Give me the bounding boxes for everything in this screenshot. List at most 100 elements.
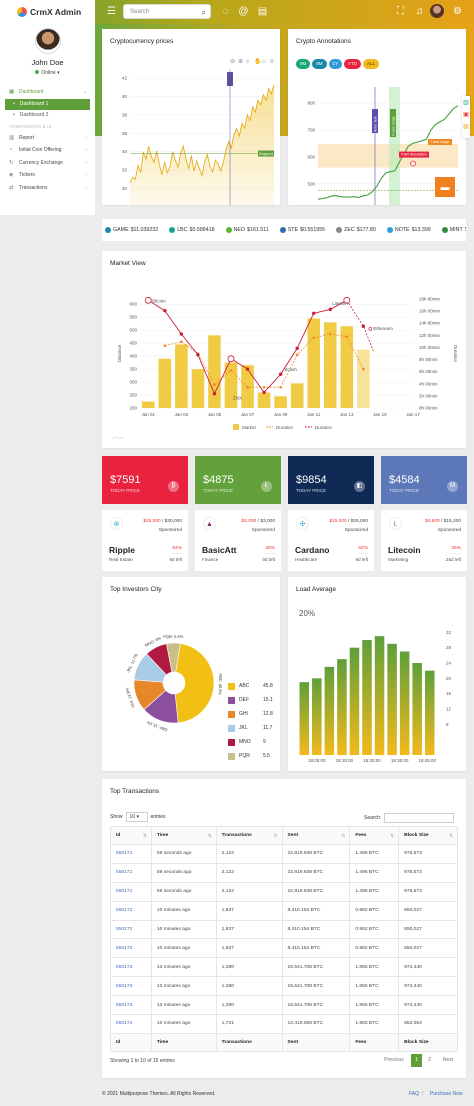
ticker-item[interactable]: GAME $11.039232: [105, 227, 158, 233]
chat-icon[interactable]: ◌: [222, 6, 229, 17]
table-cell[interactable]: 550173: [110, 976, 152, 997]
column-header[interactable]: Sent ⇅: [281, 826, 351, 845]
pagination-page-2[interactable]: 2: [428, 1057, 431, 1063]
table-row[interactable]: 550173 13 minutes ago 1,280 15,541.708 BTC 1…: [110, 976, 458, 997]
sidebar-subitem[interactable]: • Dashboard 2: [5, 110, 90, 121]
fullscreen-icon[interactable]: ⛶: [397, 6, 404, 17]
table-search-input[interactable]: [384, 813, 455, 823]
column-header[interactable]: Fees: [349, 1032, 400, 1052]
range-tab[interactable]: YTD: [344, 59, 362, 69]
sort-icon[interactable]: ⇅: [273, 834, 278, 839]
pagination-page-1[interactable]: 1: [411, 1054, 422, 1067]
table-row[interactable]: 550173 13 minutes ago 1,280 15,541.708 BTC 1…: [110, 957, 458, 978]
column-header[interactable]: Transactions ⇅: [215, 826, 283, 845]
table-cell[interactable]: 550171: [110, 844, 152, 864]
user-avatar[interactable]: [430, 4, 444, 18]
raised-value: $2,000: [241, 519, 257, 524]
table-cell[interactable]: 550173: [110, 995, 152, 1016]
profile-avatar[interactable]: [34, 28, 61, 54]
market-bar: [191, 369, 205, 408]
sort-icon[interactable]: ⇅: [142, 834, 147, 839]
ticker-item[interactable]: LBC $0.588418: [169, 227, 215, 233]
clipboard-icon[interactable]: ▤: [257, 6, 268, 17]
settings-gear-icon[interactable]: ⚙: [453, 6, 462, 17]
search-icon[interactable]: ⌕: [201, 8, 206, 17]
table-row[interactable]: 550171 59 seconds ago 2,122 22,819.638 BTC 1…: [110, 881, 458, 902]
table-row[interactable]: 550171 59 seconds ago 2,122 22,819.638 BTC 1…: [110, 862, 458, 883]
coin-icon: [169, 227, 176, 233]
table-row[interactable]: 550172 10 minutes ago 1,837 8,410.154 BTC 0.…: [110, 938, 458, 959]
pagination-next[interactable]: Next: [442, 1057, 454, 1063]
column-header[interactable]: Block Size: [398, 1032, 458, 1052]
column-header-label: Time: [156, 833, 169, 838]
table-row[interactable]: 550172 10 minutes ago 1,837 8,410.154 BTC 0.…: [110, 919, 458, 940]
sidebar-item[interactable]: ◈ Tickers ›: [0, 169, 95, 182]
entries-select[interactable]: 10 ▾: [125, 812, 148, 822]
sidebar-item[interactable]: ▥ Report ›: [0, 132, 95, 145]
market-bar: [175, 344, 188, 408]
ticker-item[interactable]: NEO $161.511: [225, 227, 269, 233]
toolbar-image-icon[interactable]: ▣: [463, 112, 469, 118]
ticker-item[interactable]: STE $0.551955: [279, 227, 325, 233]
table-cell: 850,027: [398, 919, 458, 940]
ticker-item[interactable]: ZEC $177.80: [336, 227, 376, 233]
column-header[interactable]: Fees ⇅: [349, 826, 400, 845]
sort-icon[interactable]: ⇅: [390, 834, 395, 839]
column-header[interactable]: Time: [150, 1032, 217, 1052]
sort-icon[interactable]: ⇅: [448, 834, 453, 839]
online-status[interactable]: Online ▾: [0, 70, 95, 76]
legend-label: Duration: [276, 425, 294, 430]
floating-toolbar: ▥ ▣ ▤: [462, 96, 470, 138]
range-tab[interactable]: ALL: [363, 59, 380, 69]
column-header[interactable]: Id: [110, 1032, 152, 1052]
table-row[interactable]: 550172 10 minutes ago 1,837 8,410.154 BTC 0.…: [110, 900, 458, 921]
toolbar-cart-icon[interactable]: ▤: [463, 124, 469, 130]
column-header[interactable]: Time ⇅: [150, 826, 217, 845]
app-logo[interactable]: CrmX Admin: [0, 0, 95, 24]
column-header[interactable]: Sent: [281, 1032, 351, 1052]
footer-faq-link[interactable]: FAQ: [409, 1091, 420, 1097]
sort-icon[interactable]: ⇅: [207, 834, 212, 839]
duration-point: [295, 353, 299, 357]
market-bar: [141, 401, 155, 408]
today-price-card: $4584 TODAY PRICE M: [381, 456, 467, 504]
sidebar-item[interactable]: ▦ Dashboard ⌄: [0, 86, 95, 99]
range-tab[interactable]: 5M: [296, 59, 311, 69]
table-cell[interactable]: 550172: [110, 938, 152, 959]
bell-icon[interactable]: ♫: [415, 6, 424, 17]
table-cell[interactable]: 550171: [110, 862, 152, 883]
ticker-item[interactable]: MINT$0.000861: [441, 227, 466, 233]
at-icon[interactable]: @: [238, 6, 249, 17]
cell-value: 10,419.006 BTC: [287, 1021, 324, 1027]
footer-purchase-link[interactable]: Purchase Now: [430, 1091, 463, 1097]
column-header[interactable]: Block Size ⇅: [398, 826, 458, 845]
column-header[interactable]: Transactions: [215, 1032, 283, 1052]
range-tab[interactable]: 1Y: [328, 59, 343, 69]
range-tab[interactable]: 6M: [312, 59, 327, 69]
menu-toggle-icon[interactable]: ☰: [107, 6, 116, 17]
table-cell[interactable]: 550172: [110, 919, 152, 940]
column-header[interactable]: Id ⇅: [110, 826, 152, 845]
y-tick-label: 250: [129, 393, 137, 398]
chevron-icon: ⌄: [82, 89, 87, 96]
table-cell[interactable]: 550174: [110, 1014, 152, 1034]
floating-cart-button[interactable]: ▬: [435, 177, 455, 197]
table-row[interactable]: 550173 13 minutes ago 1,280 15,541.708 BTC 1…: [110, 995, 458, 1016]
ticker-item[interactable]: NOTE $13.399: [386, 227, 431, 233]
pagination-previous[interactable]: Previous: [384, 1057, 404, 1063]
sidebar-item[interactable]: ◔ Initial Coin Offering ›: [0, 144, 95, 157]
sponsored-label: Sponsored: [344, 528, 368, 533]
chevron-icon: ›: [85, 172, 87, 179]
sort-icon[interactable]: ⇅: [341, 834, 346, 839]
table-cell[interactable]: 550173: [110, 957, 152, 978]
table-cell[interactable]: 550171: [110, 881, 152, 902]
sidebar-item[interactable]: ⇄ Transactions ›: [0, 182, 95, 195]
table-cell[interactable]: 550172: [110, 900, 152, 921]
search-input[interactable]: Search ⌕: [123, 4, 211, 19]
table-row[interactable]: 550171 59 seconds ago 2,122 22,819.638 BTC 1…: [110, 844, 458, 864]
table-row[interactable]: 550174 10 minutes ago 1,731 10,419.006 BTC 1…: [110, 1014, 458, 1034]
sidebar-item[interactable]: ↻ Currency Exchange ›: [0, 157, 95, 170]
sidebar-subitem[interactable]: • Dashboard 1: [5, 98, 90, 110]
toolbar-layout-icon[interactable]: ▥: [463, 100, 469, 106]
bullet-icon: •: [13, 101, 15, 107]
